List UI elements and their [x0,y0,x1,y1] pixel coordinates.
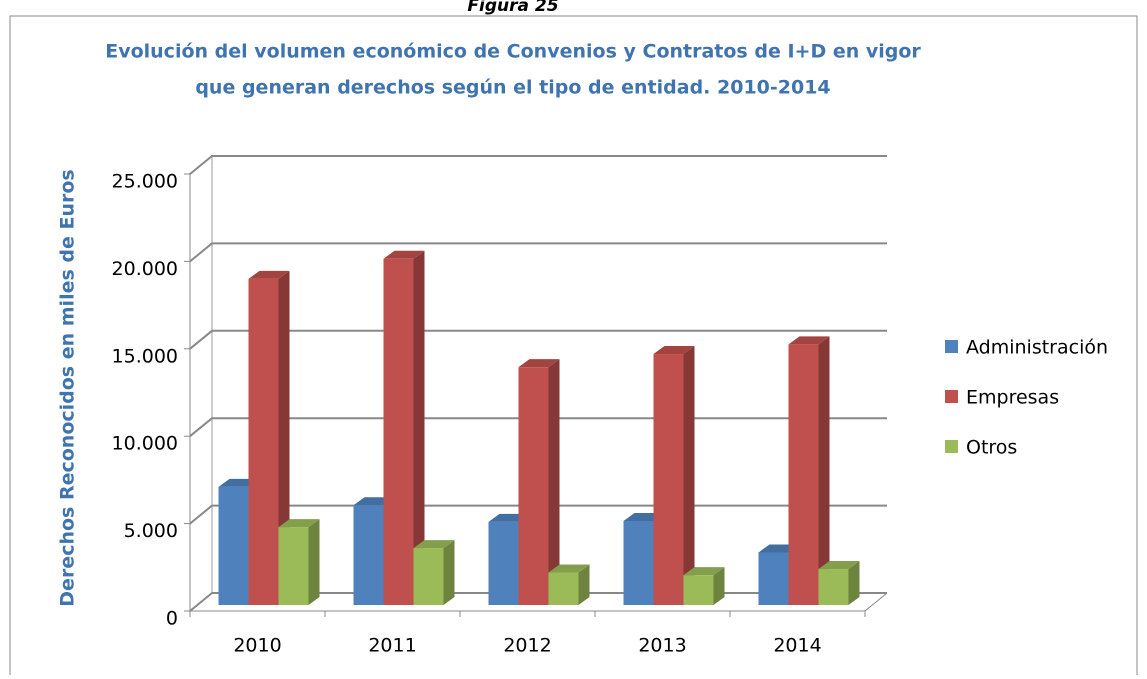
bar-front [218,486,249,605]
bar-front [518,367,549,605]
bar-top [248,270,290,279]
bar-front [653,354,684,605]
bar-front [683,575,714,605]
bar-front [248,278,279,605]
bar-front [413,548,444,605]
legend-swatch [945,440,958,453]
chart-title: que generan derechos según el tipo de en… [195,77,830,99]
x-tick-label: 2011 [368,635,416,657]
bar-top [383,250,425,259]
bar [788,336,830,605]
bar [413,540,455,605]
legend-swatch [945,390,958,403]
bar-front [548,572,579,605]
bar-front [278,527,309,605]
x-tick-label: 2014 [773,635,821,657]
bar-side [848,561,860,605]
bar-top [518,359,560,368]
bar [278,519,320,605]
grid-line [189,242,887,263]
legend-label: Administración [966,337,1108,359]
bar-top [818,561,860,570]
bar [548,564,590,605]
grid-line [189,329,887,350]
y-tick-label: 0 [166,608,178,630]
bar [653,346,695,605]
bar-top [413,540,455,549]
bar-top [653,346,695,355]
bar-side [818,336,830,605]
bar-front [353,505,384,605]
bar-side [548,359,560,605]
y-tick-label: 5.000 [124,520,178,542]
bar-top [548,564,590,573]
y-tick-label: 15.000 [112,345,178,367]
y-tick-label: 20.000 [112,258,178,280]
bar-front [818,569,849,605]
grid-line [189,155,887,175]
bar-side [413,250,425,605]
x-tick-label: 2012 [503,635,551,657]
bar-front [383,258,414,605]
bar [683,567,725,605]
figure-label: Figura 25 [467,0,558,16]
bar-side [443,540,455,605]
bar-side [683,346,695,605]
bar-front [488,521,519,605]
legend-swatch [945,340,958,353]
x-tick-label: 2013 [638,635,686,657]
bar-front [758,552,789,605]
bar [518,359,560,605]
legend-label: Empresas [966,387,1059,409]
bar [818,561,860,605]
bar [383,250,425,605]
bar-side [578,564,590,605]
bar-top [278,519,320,528]
chart-title: Evolución del volumen económico de Conve… [105,41,921,63]
y-axis-label: Derechos Reconocidos en miles de Euros [57,169,79,606]
bar-front [623,520,654,605]
y-tick-label: 10.000 [112,433,178,455]
bar-top [683,567,725,576]
legend-label: Otros [966,437,1017,459]
bar-side [308,519,320,605]
y-tick-label: 25.000 [112,171,178,193]
bar-front [788,344,819,605]
bar [248,270,290,605]
bar-side [713,567,725,605]
bar-top [788,336,830,345]
x-tick-label: 2010 [233,635,281,657]
